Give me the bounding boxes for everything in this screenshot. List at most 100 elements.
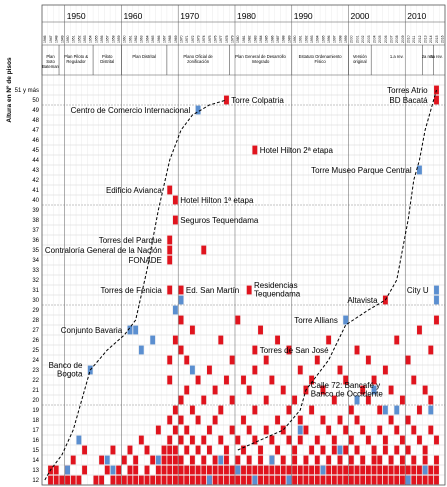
building-point: [371, 475, 377, 485]
building-point: [297, 365, 303, 375]
building-point: [280, 475, 286, 485]
building-point: [258, 445, 263, 455]
building-point: [195, 415, 201, 425]
building-point: [218, 455, 224, 465]
building-label: Torres del Parque: [99, 236, 163, 245]
year-tick: 2011: [412, 36, 416, 43]
year-tick: 2008: [395, 35, 399, 43]
building-point: [258, 325, 263, 335]
building-point: [133, 325, 139, 335]
building-point: [258, 475, 263, 485]
building-point: [184, 355, 190, 365]
building-point: [178, 315, 184, 325]
building-label: Centro de Comercio Internacional: [71, 106, 191, 115]
building-point: [428, 405, 434, 415]
y-tick-label: 31: [32, 288, 39, 294]
building-point: [309, 375, 315, 385]
year-tick: 1967: [162, 35, 166, 43]
named-building-point: [167, 285, 173, 295]
building-point: [184, 385, 190, 395]
building-point: [178, 395, 184, 405]
year-tick: 1961: [128, 35, 132, 43]
building-point: [235, 455, 241, 465]
named-building-point: [434, 95, 439, 105]
building-point: [286, 405, 292, 415]
building-point: [286, 475, 292, 485]
period-label: Plan Soto Bateman: [42, 54, 59, 69]
building-point: [172, 445, 178, 455]
building-point: [212, 385, 218, 395]
building-label: Torre Colpatria: [231, 96, 284, 105]
building-point: [377, 475, 383, 485]
year-tick: 1970: [179, 35, 183, 43]
building-point: [127, 465, 133, 475]
building-point: [303, 465, 309, 475]
building-point: [184, 425, 190, 435]
building-point: [309, 475, 315, 485]
building-point: [246, 455, 252, 465]
building-point: [411, 465, 417, 475]
year-tick: 1985: [265, 35, 269, 43]
building-point: [337, 445, 343, 455]
year-tick: 2007: [389, 35, 393, 43]
floors-axis: 12 13 14 15 16 17 18 19 20 21 22 23 24 25 26 27 28 29 30 31…: [15, 88, 40, 484]
building-point: [263, 425, 269, 435]
y-tick-label: 26: [32, 338, 39, 344]
building-point: [252, 465, 258, 475]
building-point: [218, 335, 224, 345]
building-point: [201, 245, 207, 255]
building-point: [405, 415, 411, 425]
building-point: [229, 465, 235, 475]
building-point: [263, 395, 269, 405]
period-label: 3a rev.: [430, 54, 443, 59]
building-point: [224, 455, 229, 465]
building-point: [360, 425, 366, 435]
building-point: [354, 465, 360, 475]
building-point: [150, 455, 156, 465]
building-point: [110, 475, 116, 485]
building-point: [178, 475, 184, 485]
building-point: [201, 395, 207, 405]
building-point: [360, 455, 366, 465]
y-tick-label: 14: [32, 458, 39, 464]
named-building-point: [167, 185, 173, 195]
building-point: [354, 475, 360, 485]
building-point: [201, 465, 207, 475]
year-tick: 1973: [196, 35, 200, 43]
y-tick-label: 18: [32, 418, 39, 424]
y-tick-label: 45: [32, 148, 39, 154]
building-point: [269, 465, 275, 475]
building-point: [297, 465, 303, 475]
building-point: [241, 475, 246, 485]
building-point: [343, 465, 349, 475]
year-tick: 1965: [151, 35, 155, 43]
building-point: [104, 455, 110, 465]
building-point: [229, 395, 235, 405]
y-tick-label: 16: [32, 438, 39, 444]
building-point: [241, 465, 246, 475]
building-point: [365, 475, 371, 485]
building-point: [110, 465, 116, 475]
building-point: [263, 355, 269, 365]
building-point: [207, 425, 212, 435]
building-point: [172, 475, 178, 485]
period-label: 2a rev.: [422, 54, 435, 59]
building-point: [428, 475, 434, 485]
building-point: [365, 395, 371, 405]
building-point: [303, 425, 309, 435]
building-point: [110, 445, 116, 455]
building-point: [275, 415, 280, 425]
building-point: [280, 425, 286, 435]
building-point: [382, 475, 388, 485]
year-tick: 1947: [49, 35, 53, 43]
building-point: [348, 455, 354, 465]
building-point: [394, 335, 400, 345]
building-point: [167, 455, 173, 465]
building-point: [434, 315, 439, 325]
building-point: [201, 455, 207, 465]
year-tick: 1955: [94, 35, 98, 43]
year-tick: 1974: [202, 35, 206, 43]
named-building-point: [417, 165, 422, 175]
year-tick: 1981: [242, 35, 246, 43]
